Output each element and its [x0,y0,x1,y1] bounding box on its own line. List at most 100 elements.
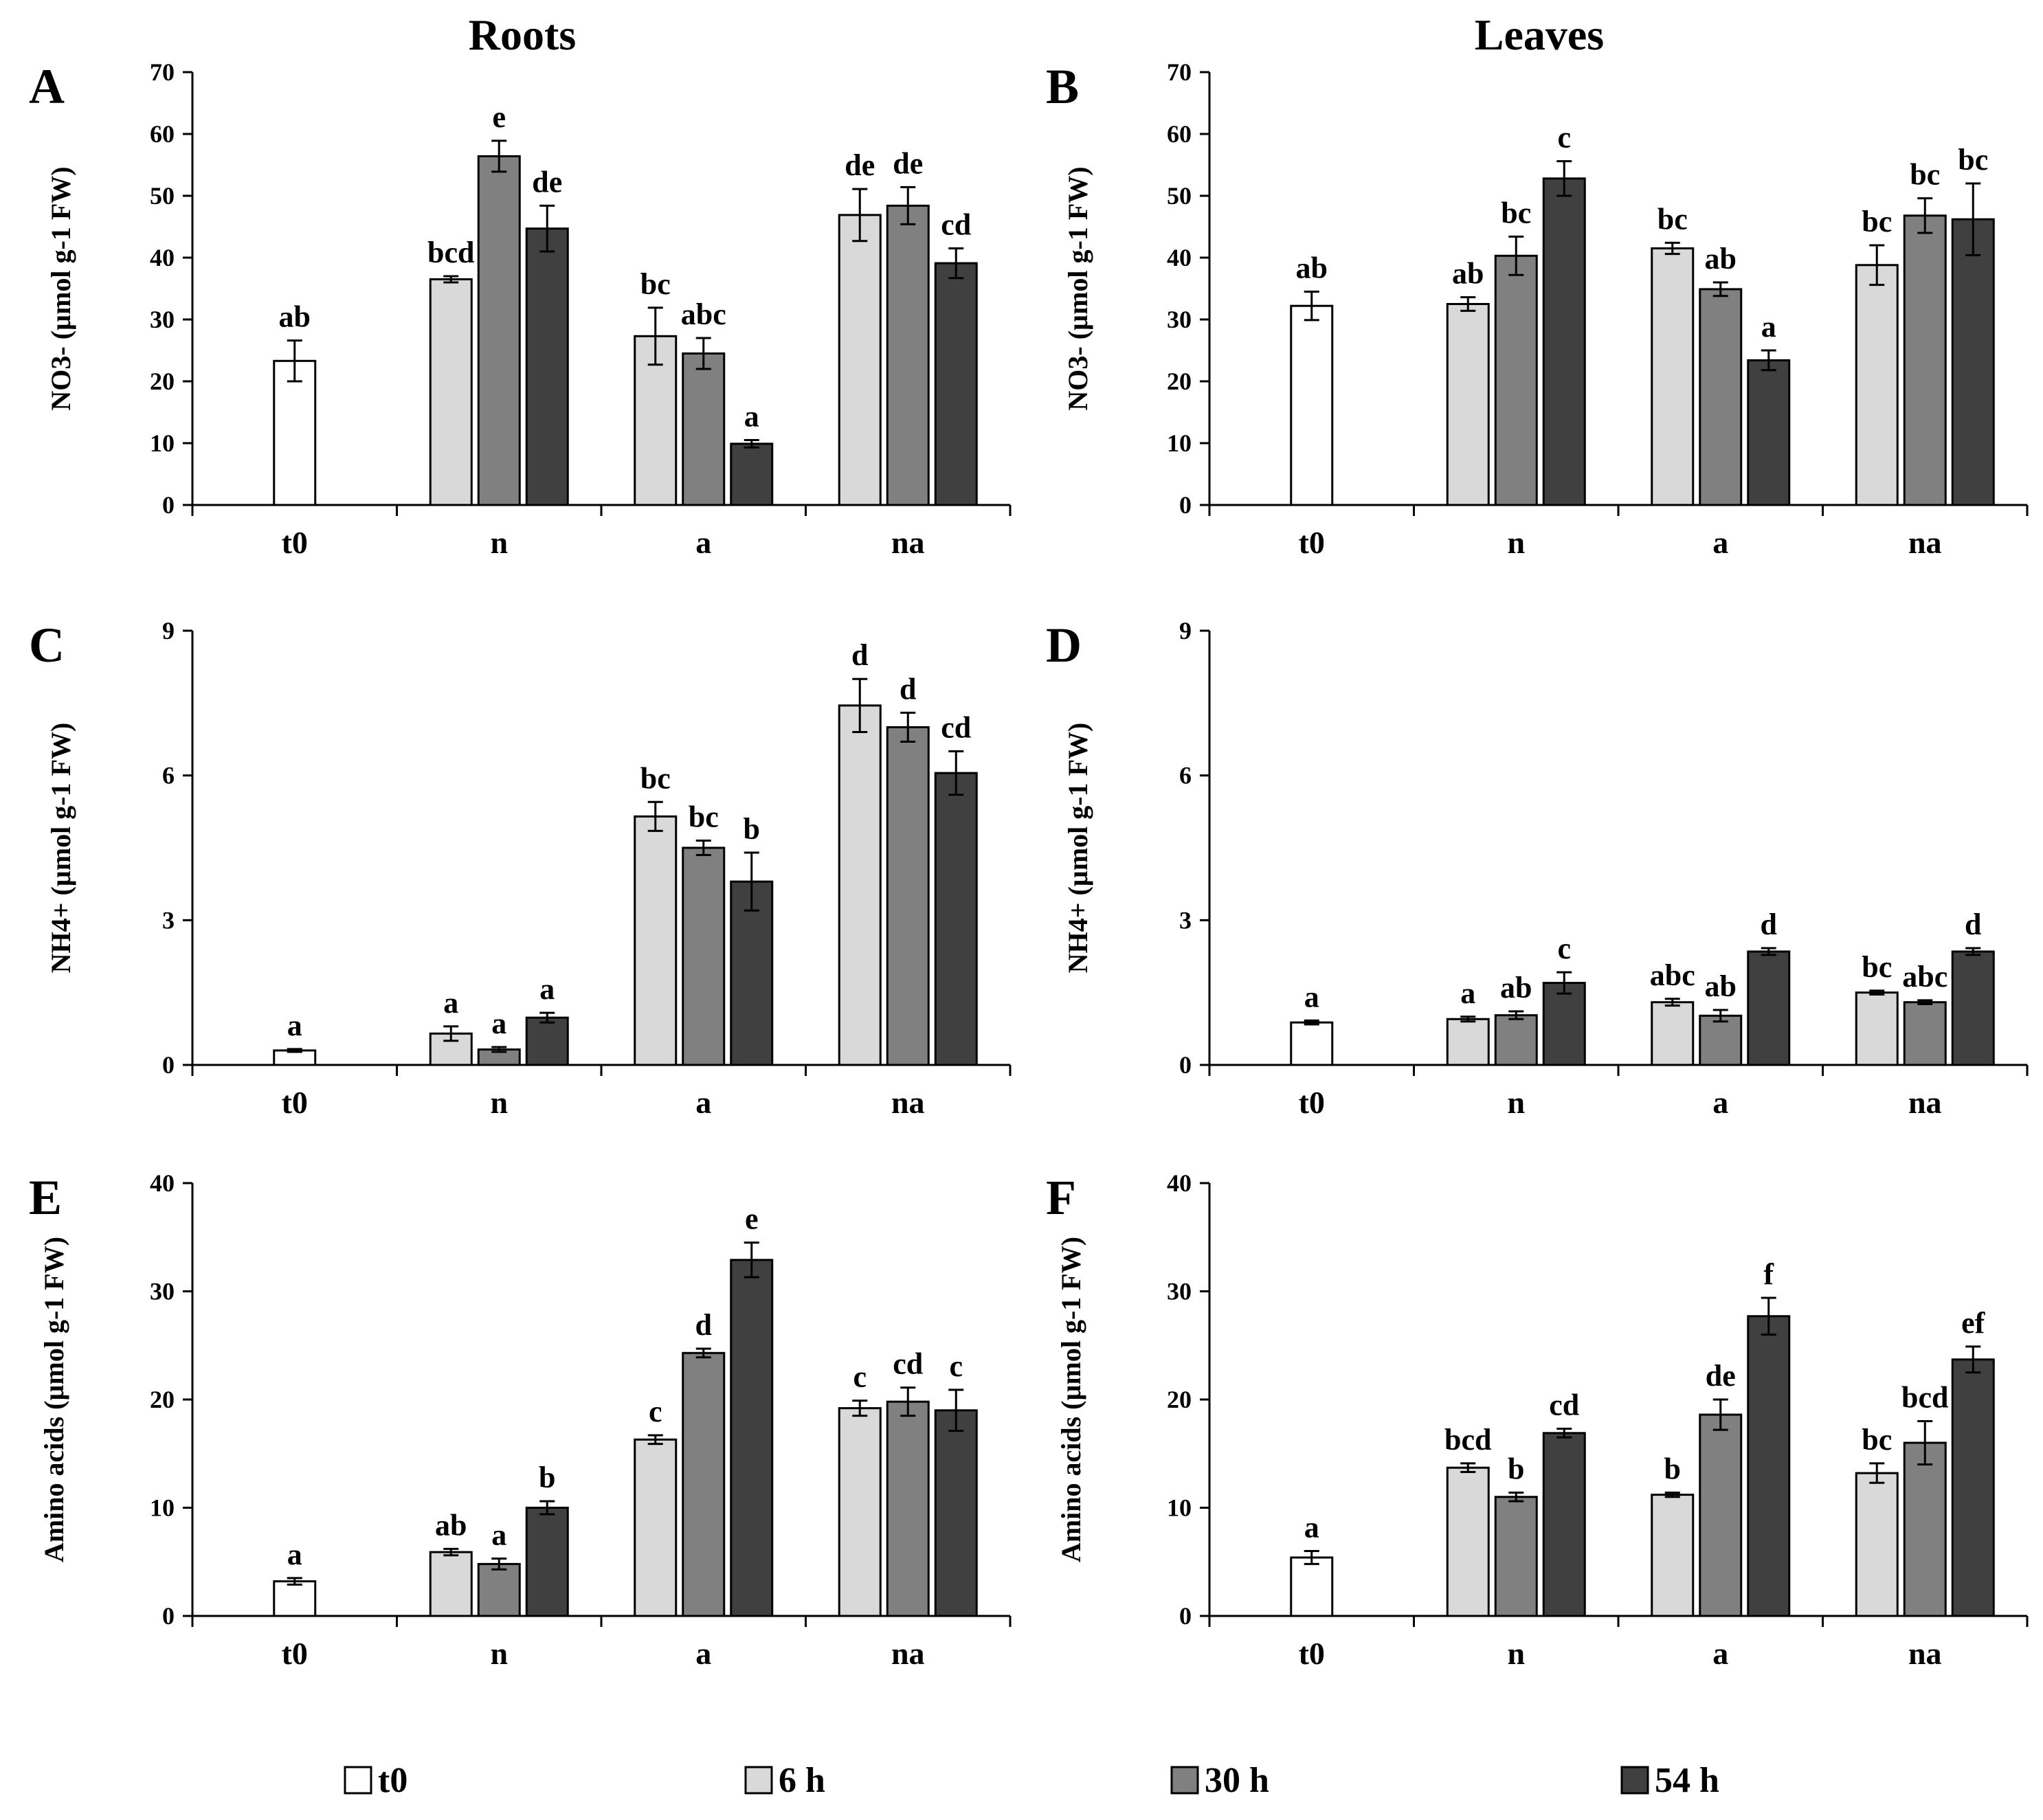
bar-30h-n [1494,1014,1538,1066]
y-tick-label: 0 [162,1051,175,1079]
bar-54h-na [934,772,978,1066]
significance-letter: c [1557,932,1571,965]
panel-f: F 0 10 20 30 40 Amino acids (µmol g-1 FW) t0 a n b… [1046,1169,2029,1671]
y-tick-label: 60 [150,120,175,148]
significance-letter: a [491,1007,506,1040]
y-tick-label: 0 [1179,1602,1192,1630]
significance-letter: ef [1961,1306,1986,1340]
legend-swatch [344,1766,372,1795]
bar-6h-na [838,1407,882,1617]
significance-letter: de [1706,1359,1736,1393]
x-category-label: na [891,1636,925,1671]
bar-6h-n [1446,1466,1490,1617]
significance-letter: de [845,148,875,182]
significance-letter: bc [1862,205,1892,238]
bar-6h-n [429,1551,473,1617]
bar-54h-n [1542,1432,1586,1617]
legend-item: t0 [344,1761,408,1800]
bar-6h-n [429,278,473,506]
bar-t0-t0 [273,359,317,506]
significance-letter: e [492,100,506,134]
y-tick-label: 9 [1179,617,1192,644]
x-category-label: a [1712,525,1728,560]
significance-letter: bc [1657,202,1688,236]
significance-letter: bcd [427,236,474,269]
panel-a: A 0 10 20 30 40 50 60 70 NO3- (µmol g-1 FW) t0 ab n b… [29,58,1012,560]
bar-30h-n [1494,254,1538,506]
bar-t0-t0 [273,1580,317,1617]
y-axis-label: NH4+ (µmol g-1 FW) [1062,723,1093,974]
legend-item: 54 h [1620,1761,1719,1800]
y-tick-label: 0 [162,491,175,519]
y-tick-label: 10 [1167,1494,1192,1522]
x-category-label: n [490,1085,508,1120]
y-tick-label: 0 [1179,1051,1192,1079]
significance-letter: d [900,672,916,706]
bar-t0-t0 [1290,304,1334,506]
y-tick-label: 3 [162,906,175,934]
y-tick-label: 6 [1179,762,1192,789]
bar-54h-n [1542,982,1586,1066]
x-category-label: t0 [1299,1636,1325,1671]
y-tick-label: 50 [150,182,175,210]
bar-6h-na [1855,991,1899,1066]
bar-30h-a [1699,1014,1743,1066]
bar-30h-na [1903,1441,1947,1617]
bar-6h-a [1651,1494,1695,1617]
bar-6h-a [1651,247,1695,506]
x-category-label: n [1507,1636,1525,1671]
x-category-label: t0 [1299,1085,1325,1120]
panel-label: F [1046,1170,1076,1225]
significance-letter: a [1304,980,1319,1013]
significance-letter: bcd [1901,1381,1948,1415]
bar-30h-n [1494,1496,1538,1617]
y-tick-label: 70 [150,58,175,86]
legend-label: t0 [378,1761,408,1800]
significance-letter: d [1965,908,1981,941]
bar-30h-a [1699,1413,1743,1617]
legend-swatch [1170,1766,1199,1795]
legend-label: 54 h [1655,1761,1719,1800]
bar-t0-t0 [1290,1556,1334,1617]
significance-letter: bc [1862,1423,1892,1457]
y-tick-label: 30 [1167,306,1192,333]
y-tick-label: 40 [150,244,175,271]
y-tick-label: 6 [162,762,175,789]
significance-letter: de [532,165,562,199]
significance-letter: b [1508,1452,1524,1485]
significance-letter: a [539,972,555,1006]
bar-30h-a [682,352,726,506]
significance-letter: cd [941,711,971,745]
x-category-label: a [695,1636,711,1671]
significance-letter: bc [689,800,719,833]
bar-54h-a [730,442,774,506]
x-category-label: t0 [282,1085,308,1120]
y-tick-label: 0 [1179,491,1192,519]
y-tick-label: 10 [150,429,175,457]
significance-letter: bc [1958,143,1988,177]
bar-t0-t0 [1290,1021,1334,1066]
bar-30h-na [1903,214,1947,506]
bar-54h-n [525,1016,569,1066]
legend-swatch [744,1766,773,1795]
bar-54h-na [1951,1358,1995,1617]
x-category-label: na [1908,1085,1942,1120]
significance-letter: bc [640,761,671,795]
y-tick-label: 60 [1167,120,1192,148]
bar-6h-n [1446,303,1490,506]
significance-letter: b [539,1461,555,1494]
bar-54h-na [1951,950,1995,1066]
panel-label: E [29,1170,62,1225]
y-tick-label: 30 [150,1278,175,1305]
significance-letter: c [649,1395,662,1428]
roots-title: Roots [469,10,576,59]
panel-label: C [29,618,65,673]
x-category-label: n [490,1636,508,1671]
bar-6h-na [1855,1472,1899,1617]
panel-label: B [1046,59,1079,114]
significance-letter: ab [1705,242,1737,276]
bar-54h-a [1747,359,1791,506]
